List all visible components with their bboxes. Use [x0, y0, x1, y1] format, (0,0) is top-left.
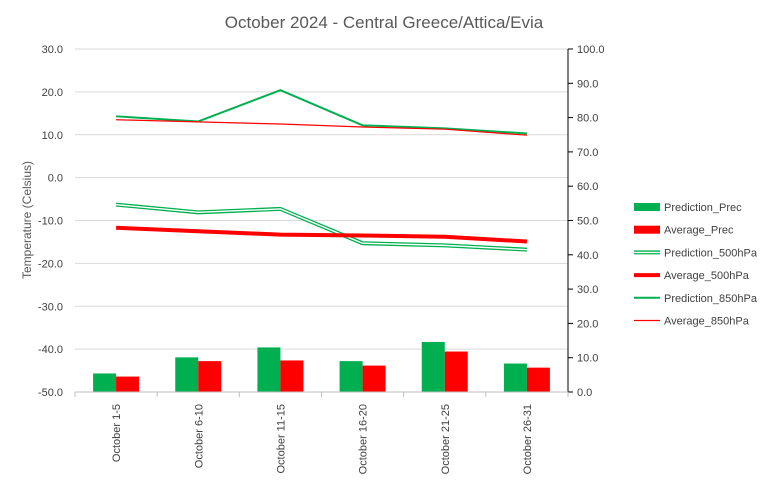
y-tick-label: -40.0 — [38, 344, 63, 356]
bar — [503, 363, 527, 392]
legend-swatch — [634, 225, 660, 234]
bar — [526, 367, 550, 392]
bar — [257, 347, 281, 392]
bar — [280, 360, 304, 392]
y2-tick-label: 0.0 — [577, 387, 592, 399]
y-tick-label: 0.0 — [48, 173, 63, 185]
y-tick-label: 20.0 — [42, 87, 63, 99]
bar — [175, 357, 199, 392]
y2-tick-label: 60.0 — [577, 181, 598, 193]
y-tick-label: 10.0 — [42, 130, 63, 142]
legend-label: Prediction_850hPa — [664, 293, 758, 305]
y2-tick-label: 20.0 — [577, 318, 598, 330]
y-tick-label: -30.0 — [38, 301, 63, 313]
y-tick-label: 30.0 — [42, 44, 63, 56]
y2-tick-label: 100.0 — [577, 44, 605, 56]
bar — [444, 351, 468, 392]
x-tick-label: October 11-15 — [275, 404, 287, 474]
legend-label: Average_Prec — [664, 225, 734, 237]
series-line — [115, 225, 528, 244]
y2-tick-label: 80.0 — [577, 113, 598, 125]
y2-tick-label: 50.0 — [577, 216, 598, 228]
y2-tick-label: 30.0 — [577, 284, 598, 296]
gridlines — [75, 48, 568, 350]
y-tick-label: -50.0 — [38, 387, 63, 399]
bar — [339, 361, 363, 392]
bar — [116, 376, 140, 392]
legend-label: Prediction_Prec — [664, 202, 742, 214]
axes: 30.0 20.0 10.0 0.0 -10.0 -20.0 -30.0 -40.0 -50.0… — [38, 44, 605, 399]
legend-swatch — [634, 203, 660, 211]
legend-label: Average_500hPa — [664, 270, 750, 282]
y2-tick-label: 70.0 — [577, 147, 598, 159]
series-line — [116, 89, 527, 135]
series-lines — [115, 89, 528, 252]
legend-label: Prediction_500hPa — [664, 247, 758, 259]
x-tick-labels: October 1-5 October 6-10 October 11-15 Octo… — [111, 404, 534, 474]
x-tick-label: October 21-25 — [440, 404, 452, 474]
series-line — [116, 119, 527, 136]
legend: Prediction_Prec Average_Prec Prediction_50… — [634, 202, 758, 328]
bars — [93, 341, 550, 392]
y2-tick-label: 40.0 — [577, 250, 598, 262]
bar — [93, 373, 117, 392]
y2-tick-label: 90.0 — [577, 78, 598, 90]
series-line — [115, 202, 528, 252]
bar — [421, 341, 445, 392]
legend-label: Average_850hPa — [664, 316, 750, 328]
series-line-inner — [116, 203, 527, 251]
y-axis-label: Temperature (Celsius) — [20, 161, 34, 279]
y-tick-label: -10.0 — [38, 216, 63, 228]
x-tick-label: October 16-20 — [358, 404, 370, 474]
x-tick-label: October 26-31 — [522, 404, 534, 474]
y-tick-label: -20.0 — [38, 258, 63, 270]
x-tick-label: October 1-5 — [111, 404, 123, 462]
chart-title: October 2024 - Central Greece/Attica/Evi… — [225, 13, 544, 32]
x-tick-label: October 6-10 — [193, 404, 205, 468]
y2-tick-label: 10.0 — [577, 353, 598, 365]
bar — [198, 361, 222, 392]
bar — [362, 365, 386, 392]
